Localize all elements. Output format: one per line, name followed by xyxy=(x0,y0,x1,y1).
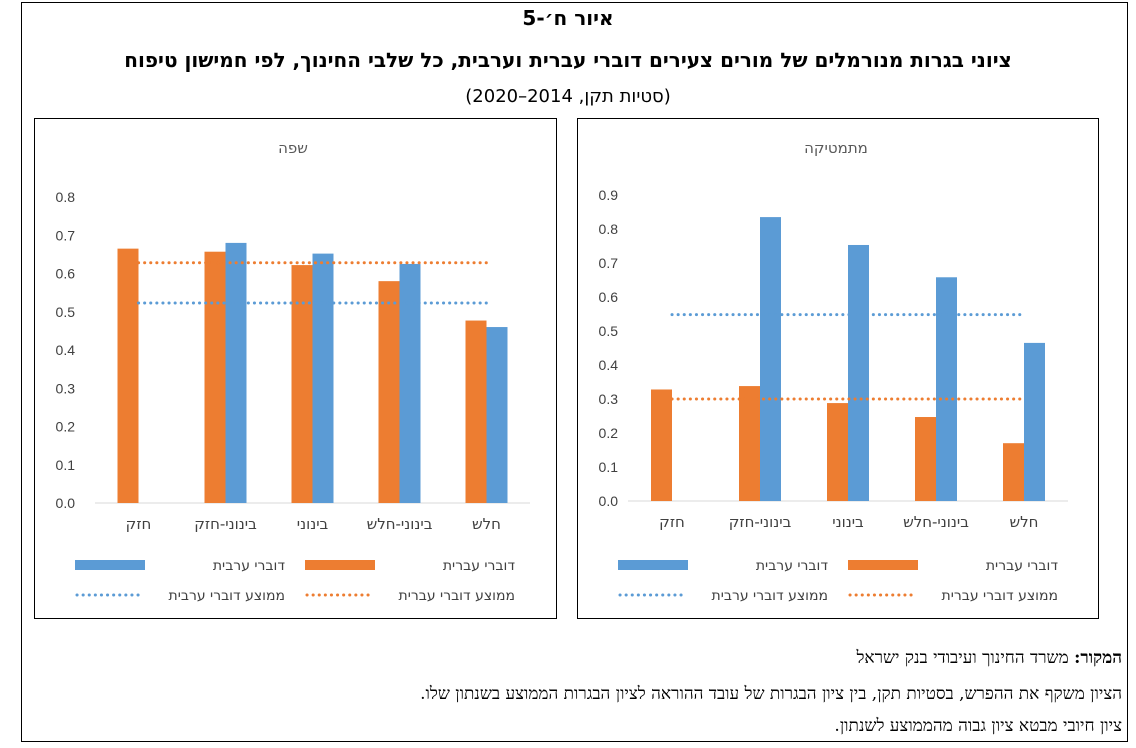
bar-arabic xyxy=(312,253,334,503)
y-tick-label: 0.3 xyxy=(56,380,76,396)
legend-label: ממוצע דוברי ערבית xyxy=(169,588,285,604)
legend-label: דוברי עברית xyxy=(443,558,515,574)
x-category-label: בינוני-חלש xyxy=(367,515,433,533)
legend-label: דוברי ערבית xyxy=(756,558,828,574)
chart-panel-language: שפה 0.0 0.1 0.2 0.3 0.4 0.5 0.6 0.7 0.8 חלש בינוני-… xyxy=(34,118,557,619)
legend-label: דוברי ערבית xyxy=(213,558,285,574)
x-category-label: חזק xyxy=(126,515,152,533)
legend-hebrew-avg: ממוצע דוברי עברית xyxy=(848,588,1058,604)
source-text: משרד החינוך ועיבודי בנק ישראל xyxy=(856,648,1075,668)
source-line: המקור: משרד החינוך ועיבודי בנק ישראל xyxy=(856,648,1122,668)
x-category-label: בינוני-חזק xyxy=(729,513,792,531)
legend-swatch xyxy=(618,560,688,570)
bar-hebrew xyxy=(117,248,139,503)
source-label: המקור: xyxy=(1074,648,1122,668)
legend-label: ממוצע דוברי עברית xyxy=(399,588,515,604)
bar-hebrew xyxy=(378,281,400,503)
legend-label: ממוצע דוברי עברית xyxy=(942,588,1058,604)
y-tick-label: 0.1 xyxy=(599,459,619,475)
y-tick-label: 0.3 xyxy=(599,391,619,407)
y-tick-label: 0.8 xyxy=(599,221,619,237)
bar-arabic xyxy=(936,277,957,501)
bar-hebrew xyxy=(1003,443,1024,501)
bar-arabic xyxy=(760,217,781,501)
y-tick-label: 0.2 xyxy=(599,425,619,441)
y-tick-label: 0.0 xyxy=(56,495,76,511)
legend-arabic-avg: ממוצע דוברי ערבית xyxy=(618,588,828,604)
y-tick-label: 0.4 xyxy=(599,357,619,373)
y-tick-label: 0.7 xyxy=(599,255,619,271)
legend-hebrew-avg: ממוצע דוברי עברית xyxy=(305,588,515,604)
x-category-label: חלש xyxy=(1010,513,1039,531)
legend-label: דוברי עברית xyxy=(986,558,1058,574)
legend-swatch xyxy=(848,560,918,570)
chart-panel-math: מתמטיקה 0.0 0.1 0.2 0.3 0.4 0.5 0.6 0.7 0.8 0.9 חלש… xyxy=(577,118,1099,619)
y-tick-label: 0.5 xyxy=(599,323,619,339)
footnote-1: הציון משקף את ההפרש, בסטיות תקן, בין ציו… xyxy=(420,684,1122,704)
legend-arabic: דוברי ערבית xyxy=(618,558,828,574)
legend-hebrew: דוברי עברית xyxy=(305,558,515,574)
bar-hebrew xyxy=(204,251,226,503)
x-category-label: בינוני-חזק xyxy=(194,515,257,533)
y-tick-label: 0.8 xyxy=(56,189,76,205)
chart-title: שפה xyxy=(278,139,308,157)
y-tick-label: 0.7 xyxy=(56,227,76,243)
bar-hebrew xyxy=(291,265,313,503)
bar-arabic xyxy=(486,327,508,503)
y-tick-label: 0.5 xyxy=(56,304,76,320)
bar-hebrew xyxy=(827,403,848,501)
legend-arabic-avg: ממוצע דוברי ערבית xyxy=(75,588,285,604)
bar-hebrew xyxy=(739,386,760,501)
bar-hebrew xyxy=(915,417,936,501)
legend-swatch xyxy=(75,560,145,570)
chart-math-svg: מתמטיקה 0.0 0.1 0.2 0.3 0.4 0.5 0.6 0.7 0.8 0.9 חלש… xyxy=(599,139,1068,604)
y-tick-label: 0.2 xyxy=(56,419,76,435)
bar-hebrew xyxy=(651,389,672,501)
legend-arabic: דוברי ערבית xyxy=(75,558,285,574)
figure-number: איור ח׳-5 xyxy=(522,6,614,30)
figure-frame xyxy=(21,2,1128,742)
bar-arabic xyxy=(399,263,421,503)
legend-swatch xyxy=(305,560,375,570)
y-tick-label: 0.4 xyxy=(56,342,76,358)
x-category-label: חזק xyxy=(659,513,685,531)
bar-arabic xyxy=(1024,342,1045,501)
figure-subtitle: (סטיות תקן, 2014–2020) xyxy=(465,86,671,107)
bar-arabic xyxy=(225,242,247,503)
footnote-2: ציון חיובי מבטא ציון גבוה מהממוצע לשנתון… xyxy=(834,716,1122,736)
bar-hebrew xyxy=(465,320,487,503)
y-tick-label: 0.1 xyxy=(56,457,76,473)
x-category-label: בינוני-חלש xyxy=(903,513,969,531)
chart-title: מתמטיקה xyxy=(804,139,868,157)
y-tick-label: 0.0 xyxy=(599,493,619,509)
chart-language-svg: שפה 0.0 0.1 0.2 0.3 0.4 0.5 0.6 0.7 0.8 חלש בינוני-… xyxy=(56,139,530,604)
x-category-label: בינוני xyxy=(297,515,329,533)
figure-title: ציוני בגרות מנורמלים של מורים צעירים דוב… xyxy=(124,48,1012,72)
x-category-label: חלש xyxy=(472,515,501,533)
legend-label: ממוצע דוברי ערבית xyxy=(712,588,828,604)
y-tick-label: 0.6 xyxy=(599,289,619,305)
y-tick-label: 0.9 xyxy=(599,187,619,203)
legend-hebrew: דוברי עברית xyxy=(848,558,1058,574)
x-category-label: בינוני xyxy=(832,513,864,531)
bar-arabic xyxy=(848,244,869,501)
y-tick-label: 0.6 xyxy=(56,266,76,282)
